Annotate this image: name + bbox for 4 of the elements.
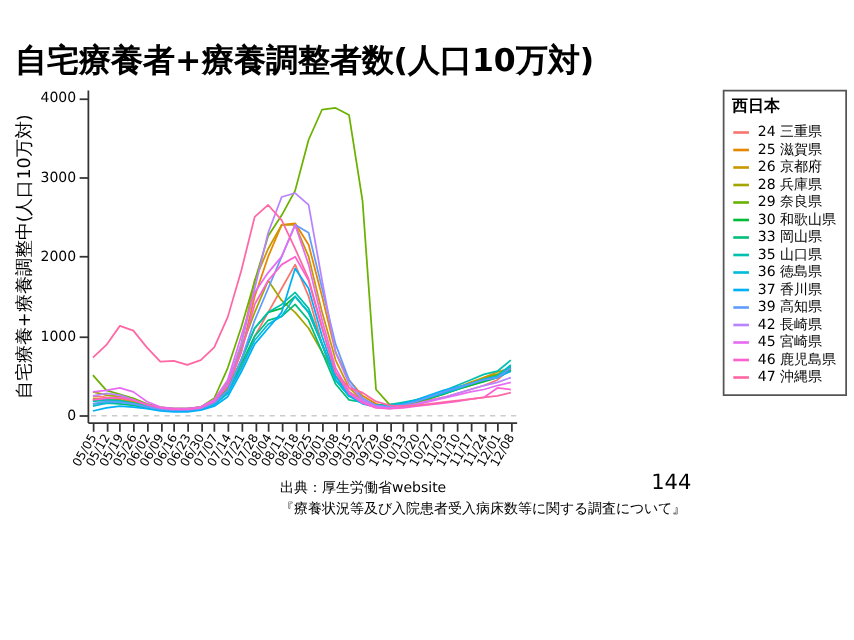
chart-title: 自宅療養者+療養調整者数(人口10万対) bbox=[15, 41, 595, 80]
text: 144 bbox=[651, 470, 692, 495]
y-axis-title: 自宅療養+療養調整中(人口10万対) bbox=[14, 114, 36, 400]
legend-title: 西日本 bbox=[729, 96, 782, 115]
